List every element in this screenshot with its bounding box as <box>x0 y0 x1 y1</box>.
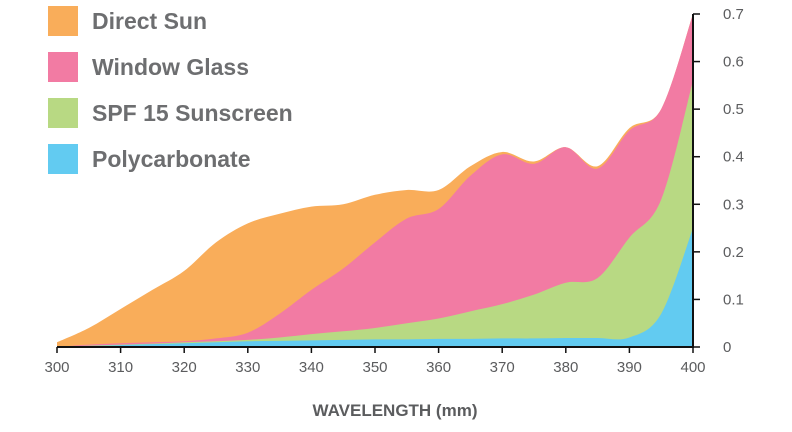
legend-item-spf-15-sunscreen: SPF 15 Sunscreen <box>48 98 293 128</box>
y-tick-label: 0.1 <box>723 291 744 308</box>
x-tick-label: 390 <box>617 359 642 376</box>
x-tick-label: 350 <box>362 359 387 376</box>
x-tick-label: 380 <box>553 359 578 376</box>
legend-label: Window Glass <box>92 53 249 80</box>
legend-item-window-glass: Window Glass <box>48 52 293 82</box>
x-tick-label: 330 <box>235 359 260 376</box>
x-tick-label: 300 <box>44 359 69 376</box>
legend-swatch <box>48 144 78 174</box>
x-tick-label: 400 <box>680 359 705 376</box>
legend-item-direct-sun: Direct Sun <box>48 6 293 36</box>
legend-label: Polycarbonate <box>92 145 251 172</box>
x-tick-label: 320 <box>172 359 197 376</box>
series-areas <box>57 14 693 347</box>
y-tick-label: 0.4 <box>723 149 744 166</box>
legend-label: Direct Sun <box>92 7 208 34</box>
area-window-glass <box>57 14 693 347</box>
legend-swatch <box>48 6 78 36</box>
x-axis-title: WAVELENGTH (mm) <box>313 401 478 420</box>
y-tick-label: 0.6 <box>723 54 744 71</box>
area-spf-15-sunscreen <box>57 80 693 347</box>
y-tick-label: 0 <box>723 339 731 356</box>
x-tick-label: 370 <box>490 359 515 376</box>
x-axis-ticks: 300 310 320 330 340 350 360 370 380 390 400 <box>44 347 706 376</box>
legend-label: SPF 15 Sunscreen <box>92 99 293 126</box>
x-tick-label: 360 <box>426 359 451 376</box>
x-tick-label: 340 <box>299 359 324 376</box>
x-tick-label: 310 <box>108 359 133 376</box>
y-tick-label: 0.7 <box>723 6 744 23</box>
y-axis-ticks: 0 0.1 0.2 0.3 0.4 0.5 0.6 0.7 <box>693 6 744 356</box>
y-tick-label: 0.2 <box>723 244 744 261</box>
y-tick-label: 0.3 <box>723 196 744 213</box>
legend-swatch <box>48 52 78 82</box>
y-tick-label: 0.5 <box>723 101 744 118</box>
legend-item-polycarbonate: Polycarbonate <box>48 144 293 174</box>
legend: Direct Sun Window Glass SPF 15 Sunscreen… <box>48 6 293 190</box>
legend-swatch <box>48 98 78 128</box>
